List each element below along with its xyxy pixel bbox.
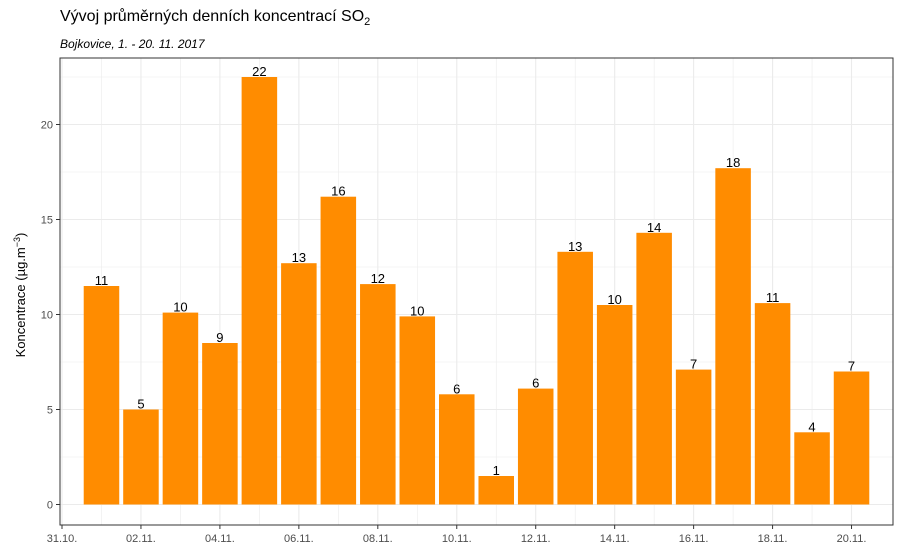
bar-value-label: 4 (808, 419, 815, 434)
bar (715, 168, 751, 505)
bar-value-label: 7 (848, 359, 855, 374)
bar (754, 303, 791, 505)
x-tick-label: 14.11. (600, 533, 630, 545)
bar (83, 286, 120, 505)
y-tick-label: 0 (47, 500, 53, 512)
bar-value-label: 10 (410, 303, 424, 318)
bar (202, 343, 238, 505)
x-tick-label: 18.11. (758, 533, 788, 545)
bar (241, 77, 278, 505)
bar (123, 409, 159, 505)
x-tick-label: 16.11. (679, 533, 709, 545)
x-tick-label: 31.10. (47, 533, 78, 545)
x-tick-label: 20.11. (837, 533, 867, 545)
x-tick-label: 06.11. (284, 533, 314, 545)
y-tick-label: 10 (41, 310, 53, 322)
x-tick-label: 08.11. (363, 533, 393, 545)
bar-value-label: 14 (647, 220, 661, 235)
bar (675, 369, 712, 505)
bar-value-label: 16 (331, 184, 345, 199)
bar-value-label: 13 (292, 250, 306, 265)
bar (596, 305, 633, 505)
bar-value-label: 10 (607, 292, 621, 307)
bar-value-label: 6 (532, 376, 539, 391)
bar-value-label: 10 (173, 300, 187, 315)
bar (636, 232, 672, 505)
chart-subtitle: Bojkovice, 1. - 20. 11. 2017 (60, 37, 205, 51)
bar (320, 196, 357, 505)
bar-value-label: 11 (95, 273, 109, 288)
bar-value-label: 18 (726, 155, 740, 170)
bar (399, 316, 436, 505)
x-tick-label: 12.11. (521, 533, 551, 545)
bar (162, 312, 199, 505)
bar-value-label: 6 (453, 381, 460, 396)
bar-value-label: 22 (252, 64, 266, 79)
y-tick-label: 5 (47, 405, 53, 417)
x-tick-label: 02.11. (126, 533, 156, 545)
bar (281, 263, 317, 505)
bar (517, 388, 554, 505)
bar (557, 251, 593, 505)
bar-value-label: 5 (137, 397, 144, 412)
bar (438, 394, 475, 505)
bar (478, 476, 515, 505)
bar-value-label: 12 (371, 271, 385, 286)
bar-value-label: 1 (493, 463, 500, 478)
y-tick-label: 20 (41, 120, 53, 132)
bar (833, 371, 870, 505)
plot-border (59, 57, 894, 526)
y-tick-label: 15 (41, 215, 53, 227)
chart-title: Vývoj průměrných denních koncentrací SO2 (60, 8, 371, 29)
bar-value-label: 13 (568, 239, 582, 254)
bar-value-label: 7 (690, 357, 697, 372)
x-tick-label: 10.11. (442, 533, 472, 545)
bar (360, 284, 396, 505)
bar (794, 432, 830, 505)
bar-value-label: 9 (216, 330, 223, 345)
bar-value-label: 11 (766, 290, 780, 305)
x-tick-label: 04.11. (205, 533, 235, 545)
